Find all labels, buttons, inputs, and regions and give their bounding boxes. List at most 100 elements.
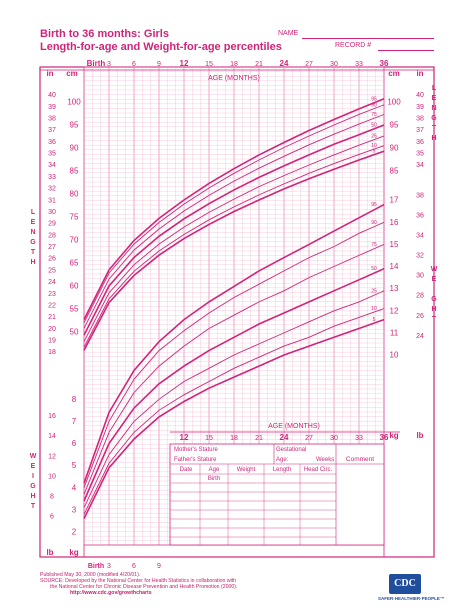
y-unit-lb-right: lb [416, 431, 423, 440]
y-tick-in: 40 [48, 92, 56, 99]
y-tick-in: 39 [48, 104, 56, 111]
y-tick-lb: 12 [48, 453, 56, 460]
y-tick-lb-right: 34 [416, 233, 424, 240]
info-column-header: Date [180, 467, 193, 473]
y-tick-lb-right: 24 [416, 333, 424, 340]
y-tick-lb-right: 32 [416, 253, 424, 260]
x-tick-top: 33 [355, 61, 363, 68]
y-tick-in-right: 34 [416, 162, 424, 169]
length-percentile-label: 90 [371, 102, 377, 108]
x-tick-mid: 30 [330, 435, 338, 442]
y-tick-cm-right: 85 [390, 167, 399, 176]
weight-percentile-label: 50 [371, 266, 377, 272]
y-tick-in: 32 [48, 186, 56, 193]
y-tick-cm: 65 [70, 259, 79, 268]
footer-url[interactable]: http://www.cdc.gov/growthcharts [70, 590, 152, 596]
y-tick-lb-right: 28 [416, 293, 424, 300]
y-tick-in: 28 [48, 232, 56, 239]
x-tick-top: 21 [255, 61, 263, 68]
weight-curve-p25 [83, 290, 385, 508]
x-tick-top: 18 [230, 61, 238, 68]
x-tick-top: Birth [87, 59, 106, 68]
info-column-header: Length [273, 467, 291, 473]
x-tick-top: 36 [380, 59, 389, 68]
y-tick-lb: 14 [48, 433, 56, 440]
y-tick-kg-right: 14 [390, 262, 399, 271]
chart-title-line2: Length-for-age and Weight-for-age percen… [40, 41, 282, 53]
mother-stature-label: Mother's Stature [174, 447, 218, 453]
x-tick-mid: 21 [255, 435, 263, 442]
y-tick-in: 29 [48, 221, 56, 228]
y-tick-cm-right: 90 [390, 144, 399, 153]
y-tick-cm: 90 [70, 144, 79, 153]
length-curve-p50 [83, 124, 385, 336]
name-label: NAME [278, 30, 299, 37]
y-tick-cm: 75 [70, 213, 79, 222]
y-tick-cm-right: 95 [390, 121, 399, 130]
x-tick-top: 3 [107, 61, 111, 68]
y-tick-in: 20 [48, 326, 56, 333]
y-tick-lb-right: 36 [416, 212, 424, 219]
y-unit-in: in [46, 69, 53, 78]
x-tick-bottom: 6 [132, 563, 136, 570]
x-tick-mid: 27 [305, 435, 313, 442]
length-percentile-label: 95 [371, 96, 377, 102]
y-tick-in: 37 [48, 127, 56, 134]
y-unit-in-right: in [416, 69, 423, 78]
y-tick-kg: 5 [72, 461, 77, 470]
y-tick-cm: 60 [70, 282, 79, 291]
y-unit-kg-right: kg [389, 431, 398, 440]
name-field[interactable] [302, 38, 434, 39]
weight-percentile-label: 90 [371, 220, 377, 226]
y-tick-in-right: 40 [416, 92, 424, 99]
y-tick-lb: 16 [48, 413, 56, 420]
length-curve-p25 [83, 135, 385, 342]
x-tick-top: 12 [180, 59, 189, 68]
y-tick-lb: 6 [50, 514, 54, 521]
cdc-logo: CDC [389, 574, 421, 594]
length-curve-p5 [83, 150, 385, 351]
y-tick-kg-right: 13 [390, 284, 399, 293]
y-tick-in: 26 [48, 256, 56, 263]
gestational-label: Gestational [276, 447, 306, 453]
weight-curve-p95 [83, 203, 385, 484]
y-tick-kg-right: 16 [390, 218, 399, 227]
y-tick-in: 27 [48, 244, 56, 251]
y-tick-cm: 70 [70, 236, 79, 245]
x-tick-bottom: 9 [157, 563, 161, 570]
y-tick-kg-right: 10 [390, 351, 399, 360]
length-curve-p75 [83, 113, 385, 329]
x-tick-mid: 18 [230, 435, 238, 442]
weeks-label: Weeks [316, 457, 334, 463]
y-tick-in: 24 [48, 279, 56, 286]
y-tick-in: 34 [48, 162, 56, 169]
y-tick-cm: 95 [70, 121, 79, 130]
length-percentile-label: 50 [371, 123, 377, 129]
info-column-header: Weight [237, 467, 256, 473]
weight-percentile-label: 25 [371, 288, 377, 294]
length-percentile-label: 75 [371, 112, 377, 118]
cdc-tagline: SAFER·HEALTHIER·PEOPLE™ [378, 596, 445, 601]
y-tick-kg: 8 [72, 395, 77, 404]
y-tick-kg-right: 15 [390, 240, 399, 249]
x-tick-top: 9 [157, 61, 161, 68]
footer-source-cont: the National Center for Chronic Disease … [50, 584, 238, 590]
y-unit-lb: lb [46, 548, 53, 557]
x-tick-top: 6 [132, 61, 136, 68]
y-tick-in: 22 [48, 302, 56, 309]
weight-curve-p90 [83, 221, 385, 488]
x-label-top: AGE (MONTHS) [208, 75, 260, 82]
record-field[interactable] [378, 50, 434, 51]
x-tick-mid: 24 [280, 433, 289, 442]
y-tick-in-right: 39 [416, 104, 424, 111]
x-tick-top: 27 [305, 61, 313, 68]
y-tick-lb: 8 [50, 493, 54, 500]
y-tick-kg-right: 12 [390, 306, 399, 315]
y-tick-in: 38 [48, 116, 56, 123]
weight-curve-p10 [83, 308, 385, 515]
y-tick-cm: 55 [70, 305, 79, 314]
gestational-age-label: Age: [276, 457, 289, 463]
y-tick-in: 35 [48, 151, 56, 158]
